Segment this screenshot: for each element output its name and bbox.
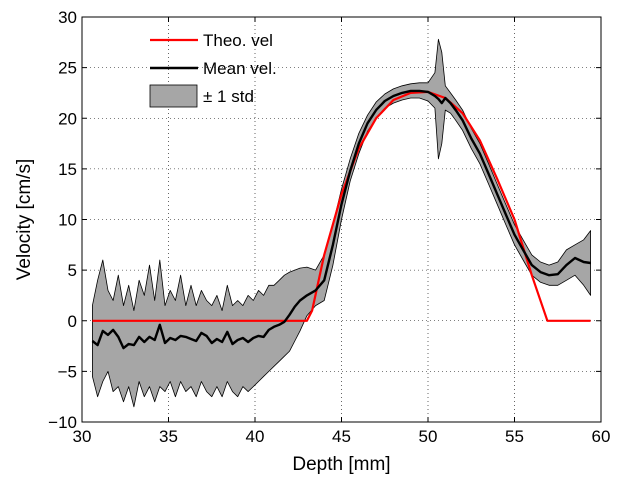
mean-vel-line xyxy=(91,89,591,350)
theo-vel-line xyxy=(92,90,591,322)
x-tick-label: 55 xyxy=(505,427,524,446)
std-band xyxy=(92,38,591,408)
y-tick-label: 15 xyxy=(58,160,77,179)
legend: Theo. vel Mean vel. ± 1 std xyxy=(149,31,277,108)
legend-std-label: ± 1 std xyxy=(203,87,254,106)
y-tick-label: 25 xyxy=(58,59,77,78)
legend-mean-label: Mean vel. xyxy=(203,59,277,78)
legend-std-swatch xyxy=(149,84,198,108)
plot-area xyxy=(91,38,591,408)
x-tick-label: 35 xyxy=(159,427,178,446)
y-tick-label: −5 xyxy=(58,362,77,381)
x-tick-label: 30 xyxy=(73,427,92,446)
axis-ticks xyxy=(81,16,602,423)
y-tick-label: 30 xyxy=(58,8,77,27)
y-tick-label: −10 xyxy=(48,413,77,432)
y-tick-label: 10 xyxy=(58,211,77,230)
y-axis-label: Velocity [cm/s] xyxy=(14,159,35,280)
x-axis-label: Depth [mm] xyxy=(292,454,390,475)
y-tick-label: 5 xyxy=(68,261,77,280)
x-tick-label: 40 xyxy=(246,427,265,446)
x-tick-label: 60 xyxy=(592,427,611,446)
y-tick-labels: −10 −5 0 5 10 15 20 25 30 xyxy=(48,8,77,432)
x-tick-label: 45 xyxy=(332,427,351,446)
x-tick-labels: 30 35 40 45 50 55 60 xyxy=(73,427,611,446)
legend-theo-label: Theo. vel xyxy=(203,31,273,50)
y-tick-label: 20 xyxy=(58,109,77,128)
x-tick-label: 50 xyxy=(419,427,438,446)
y-tick-label: 0 xyxy=(68,312,77,331)
